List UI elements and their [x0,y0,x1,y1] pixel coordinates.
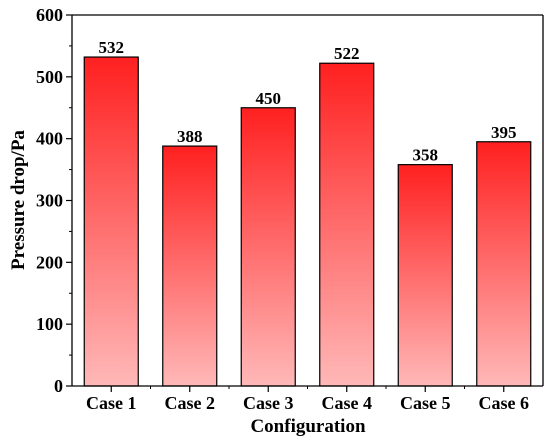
y-tick-label-400: 400 [36,129,63,149]
data-label-2: 388 [177,127,203,146]
x-tick-label-5: Case 5 [400,393,451,413]
y-tick-label-600: 600 [36,5,63,25]
axes-group [71,14,544,387]
data-labels-group: 532 388 450 522 358 395 [99,38,517,165]
bar-2 [162,145,218,387]
bar-1 [83,56,139,387]
x-tick-label-2: Case 2 [165,393,216,413]
bar-4 [319,62,375,387]
x-axis-title: Configuration [250,416,366,437]
x-tick-label-1: Case 1 [86,393,137,413]
y-tick-label-100: 100 [36,314,63,334]
x-tick-label-3: Case 3 [243,393,294,413]
data-label-4: 522 [334,44,360,63]
bar-5 [397,164,453,387]
data-label-5: 358 [413,146,439,165]
x-ticks-group: Case 1 Case 2 Case 3 Case 4 Case 5 Case 6 [86,386,529,413]
data-label-6: 395 [491,123,517,142]
y-axis-title: Pressure drop/Pa [8,130,29,270]
data-label-1: 532 [99,38,125,57]
x-tick-label-4: Case 4 [322,393,373,413]
bar-6 [476,141,532,387]
y-tick-label-200: 200 [36,252,63,272]
y-tick-label-300: 300 [36,191,63,211]
data-label-3: 450 [256,89,282,108]
y-ticks-group: 0 100 200 300 400 500 600 [36,5,72,396]
y-tick-label-0: 0 [54,376,63,396]
y-tick-label-500: 500 [36,67,63,87]
x-tick-label-6: Case 6 [479,393,530,413]
bar-3 [240,107,296,387]
bars-group [83,56,532,387]
